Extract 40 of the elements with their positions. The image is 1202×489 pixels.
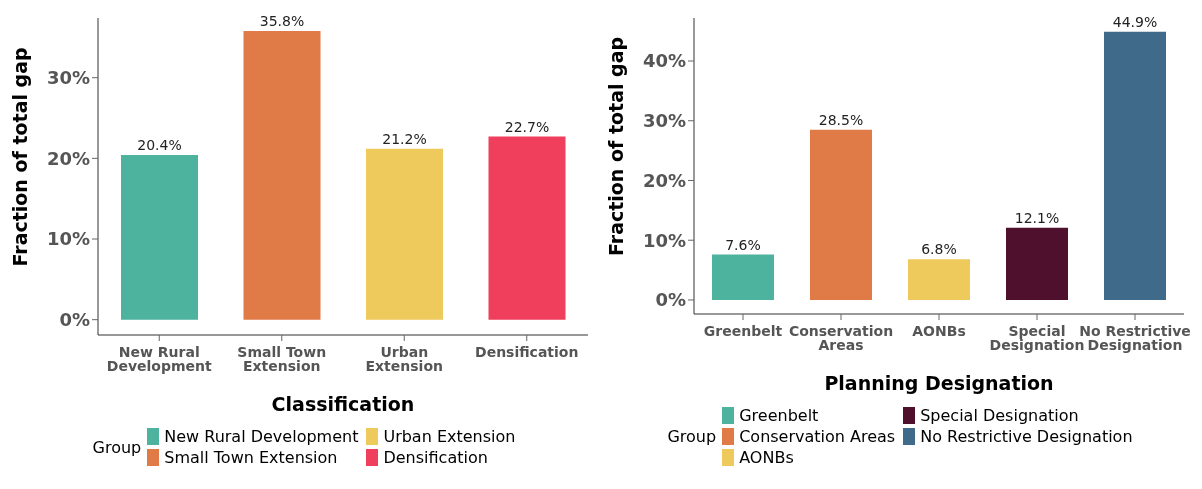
y-axis-title: Fraction of total gap — [8, 47, 31, 267]
y-tick-label: 20% — [46, 147, 90, 169]
data-label: 28.5% — [818, 111, 864, 128]
y-tick-label: 0% — [59, 309, 90, 331]
y-tick-label: 20% — [642, 169, 686, 191]
data-label: 35.8% — [259, 12, 305, 29]
y-tick-label: 10% — [642, 229, 686, 251]
x-axis-title: Planning Designation — [824, 372, 1054, 395]
x-tick-label: New Rural Development — [106, 343, 213, 374]
data-label: 21.2% — [382, 130, 427, 147]
x-tick-label: Small Town Extension — [237, 343, 327, 374]
y-tick-label: 0% — [655, 289, 686, 311]
y-tick-label: 30% — [46, 67, 90, 89]
legend-title: Group — [667, 427, 717, 446]
legend-label: Urban Extension — [383, 426, 516, 447]
y-axis-title: Fraction of total gap — [604, 36, 627, 256]
y-tick-label: 30% — [642, 110, 686, 132]
legend-label: Densification — [383, 447, 488, 468]
legend-title: Group — [92, 437, 142, 457]
legend-label: Conservation Areas — [739, 426, 896, 447]
legend-label: New Rural Development — [164, 426, 359, 447]
legend-label: Greenbelt — [739, 405, 819, 426]
legend-label: AONBs — [739, 447, 794, 468]
legend-label: Small Town Extension — [164, 447, 338, 468]
x-tick-label: AONBs — [912, 322, 966, 339]
x-tick-label: Greenbelt — [703, 322, 783, 339]
legend-label: Special Designation — [920, 405, 1079, 426]
x-tick-label: Conservation Areas — [788, 322, 894, 353]
data-label: 44.9% — [1112, 13, 1158, 30]
data-label: 22.7% — [504, 118, 550, 135]
data-label: 12.1% — [1014, 209, 1060, 226]
y-tick-label: 10% — [46, 228, 90, 250]
data-label: 7.6% — [725, 236, 761, 253]
x-tick-label: Densification — [475, 343, 579, 360]
y-tick-label: 40% — [642, 50, 686, 72]
x-tick-label: Urban Extension — [365, 343, 443, 374]
data-label: 20.4% — [137, 137, 182, 154]
x-axis-title: Classification — [271, 393, 415, 416]
legend-label: No Restrictive Designation — [920, 426, 1133, 447]
data-label: 6.8% — [921, 241, 957, 258]
